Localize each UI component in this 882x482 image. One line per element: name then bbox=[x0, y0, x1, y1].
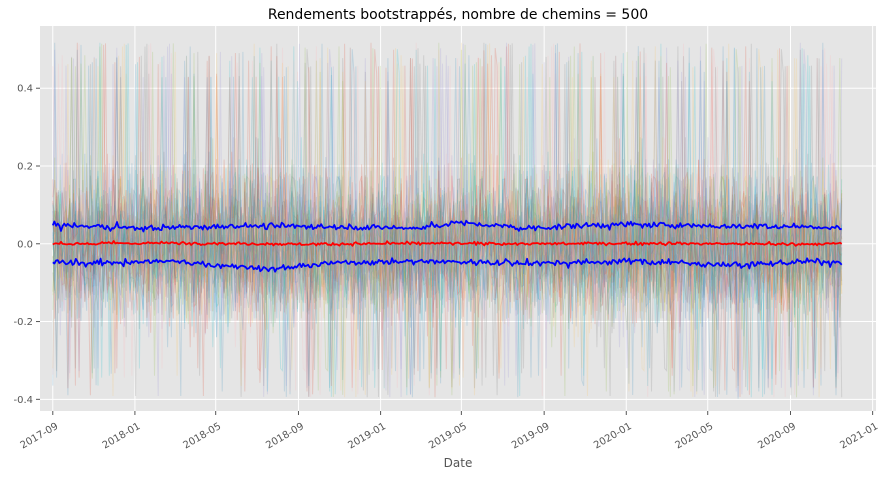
bootstrap-path bbox=[52, 42, 843, 397]
y-tick-label: 0.4 bbox=[17, 84, 33, 95]
bootstrap-path bbox=[52, 44, 843, 395]
y-tick-label: 0.2 bbox=[17, 162, 33, 173]
x-tick-label: 2018-09 bbox=[264, 421, 306, 451]
x-tick-label: 2019-05 bbox=[427, 421, 469, 451]
bootstrap-path bbox=[52, 43, 842, 398]
bootstrap-path bbox=[52, 43, 843, 398]
x-tick-label: 2017-09 bbox=[19, 421, 61, 451]
bootstrap-path bbox=[52, 43, 843, 398]
y-tick-label: -0.4 bbox=[13, 395, 33, 406]
bootstrap-path bbox=[52, 47, 843, 397]
series-line-mean bbox=[52, 240, 843, 247]
bootstrap-path bbox=[52, 44, 843, 395]
y-tick-label: -0.2 bbox=[13, 317, 33, 328]
bootstrap-path bbox=[52, 44, 843, 395]
bootstrap-path bbox=[52, 42, 843, 398]
y-tick-label: 0.0 bbox=[17, 239, 33, 250]
x-tick-label: 2020-05 bbox=[674, 421, 716, 451]
bootstrap-path bbox=[52, 42, 843, 398]
bootstrap-path bbox=[52, 44, 843, 395]
bootstrap-path bbox=[52, 47, 843, 397]
bootstrap-path bbox=[52, 43, 843, 398]
bootstrap-path bbox=[52, 42, 843, 397]
bootstrap-path bbox=[52, 43, 843, 375]
bootstrap-path bbox=[52, 42, 843, 398]
x-tick-label: 2018-01 bbox=[101, 421, 143, 451]
bootstrap-path bbox=[52, 42, 843, 398]
bootstrap-path bbox=[52, 43, 843, 398]
bootstrap-path bbox=[52, 43, 843, 379]
bootstrap-path bbox=[52, 42, 843, 398]
chart-title: Rendements bootstrappés, nombre de chemi… bbox=[268, 7, 648, 23]
bootstrap-path bbox=[52, 43, 843, 398]
bootstrap-path bbox=[52, 43, 843, 398]
series-line-lower-band bbox=[52, 257, 843, 273]
x-tick-label: 2020-09 bbox=[756, 421, 798, 451]
series-lines bbox=[51, 219, 843, 273]
x-tick-label: 2018-05 bbox=[181, 421, 223, 451]
bootstrap-path bbox=[52, 42, 843, 398]
bootstrap-path bbox=[52, 43, 843, 398]
bootstrap-path bbox=[52, 43, 843, 379]
bootstrap-path bbox=[52, 42, 843, 397]
bootstrap-path bbox=[52, 43, 843, 398]
bootstrap-path bbox=[52, 43, 843, 398]
series-line-upper-band bbox=[51, 219, 842, 233]
bootstrap-path bbox=[52, 43, 843, 375]
plot-background bbox=[40, 26, 876, 411]
bootstrap-paths bbox=[52, 42, 843, 399]
x-tick-label: 2020-01 bbox=[592, 421, 634, 451]
bootstrap-path bbox=[52, 43, 843, 398]
x-tick-label: 2019-01 bbox=[346, 421, 388, 451]
x-tick-label: 2019-09 bbox=[510, 421, 552, 451]
x-axis-label: Date bbox=[444, 456, 473, 470]
x-tick-label: 2021-01 bbox=[838, 421, 880, 451]
